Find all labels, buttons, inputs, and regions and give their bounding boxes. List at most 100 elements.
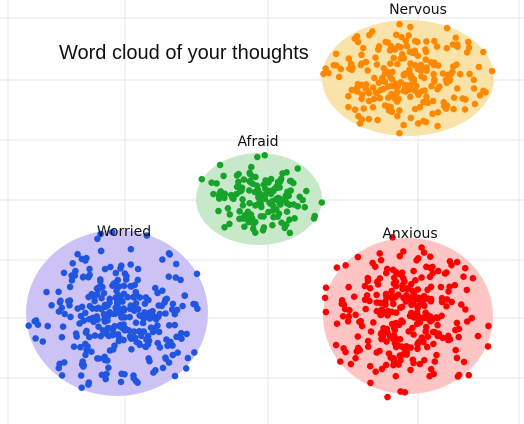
cluster-nervous-dot — [394, 83, 402, 90]
cluster-anxious-dot — [434, 314, 441, 322]
cluster-worried-dot — [152, 367, 159, 374]
cluster-anxious-dot — [392, 309, 400, 317]
cluster-nervous-dot — [394, 43, 402, 50]
cluster-afraid-dot — [239, 196, 246, 203]
cluster-anxious — [321, 234, 493, 401]
cluster-nervous-dot — [393, 94, 400, 101]
cluster-nervous-dot — [422, 46, 429, 53]
cluster-nervous-dot — [434, 109, 442, 116]
cluster-anxious-dot — [433, 351, 440, 359]
cluster-afraid-dot — [236, 215, 243, 223]
cluster-afraid-dot — [301, 203, 309, 211]
cluster-afraid-dot — [310, 215, 318, 222]
cluster-nervous-dot — [402, 37, 410, 45]
cluster-anxious-dot — [407, 280, 415, 288]
cluster-anxious-dot — [462, 306, 469, 313]
cluster-anxious-dot — [427, 318, 434, 325]
cluster-afraid-dot — [261, 152, 269, 159]
cluster-anxious-dot — [431, 358, 439, 365]
cluster-worried-dot — [178, 335, 185, 343]
cluster-anxious-dot — [392, 282, 400, 290]
cluster-afraid-dot — [229, 194, 236, 202]
cluster-worried-dot — [104, 302, 112, 309]
cluster-afraid-dot — [290, 179, 297, 187]
cluster-nervous-dot — [407, 23, 414, 31]
cluster-anxious-dot — [453, 258, 461, 266]
cluster-afraid-dot — [208, 179, 215, 186]
cluster-anxious-dot — [463, 286, 471, 294]
cluster-anxious-dot — [378, 365, 386, 373]
cluster-anxious-dot — [367, 328, 375, 335]
cluster-worried-dot — [145, 337, 153, 345]
cluster-nervous-dot — [387, 60, 394, 67]
cluster-worried-dot — [105, 364, 112, 372]
cluster-nervous-dot — [442, 105, 450, 112]
cluster-worried-dot — [105, 332, 113, 340]
cluster-label-afraid: Afraid — [237, 134, 279, 150]
cluster-nervous-dot — [396, 107, 403, 114]
cluster-worried-dot — [111, 342, 118, 350]
cluster-worried-dot — [126, 313, 133, 321]
cluster-nervous-dot — [403, 42, 411, 50]
cluster-anxious-dot — [411, 313, 418, 320]
cluster-nervous-dot — [420, 98, 428, 106]
cluster-afraid-dot — [285, 192, 292, 200]
cluster-nervous-dot — [355, 112, 362, 120]
cluster-nervous-dot — [379, 74, 386, 82]
cluster-worried-dot — [165, 322, 173, 329]
cluster-afraid-dot — [267, 190, 275, 198]
cluster-afraid-dot — [244, 208, 252, 216]
cluster-anxious-dot — [400, 248, 407, 255]
cluster-afraid-dot — [260, 213, 267, 220]
cluster-worried-dot — [88, 290, 95, 298]
cluster-worried-dot — [70, 343, 78, 351]
cluster-anxious-dot — [369, 259, 376, 267]
cluster-worried-dot — [109, 228, 116, 236]
cluster-afraid-dot — [283, 208, 291, 215]
cluster-worried-dot — [127, 282, 134, 290]
cluster-nervous-dot — [443, 44, 451, 52]
cluster-worried-dot — [78, 384, 85, 392]
cluster-anxious-dot — [352, 354, 359, 362]
cluster-anxious-dot — [396, 252, 404, 260]
cluster-anxious-dot — [409, 324, 416, 332]
cluster-anxious-dot — [410, 300, 418, 308]
cluster-afraid-dot — [283, 169, 290, 176]
cluster-anxious-dot — [392, 372, 400, 380]
cluster-worried-dot — [99, 327, 107, 334]
cluster-worried — [25, 228, 208, 396]
cluster-nervous-dot — [366, 31, 373, 39]
cluster-worried-dot — [120, 336, 127, 344]
cluster-anxious-dot — [418, 274, 425, 281]
cluster-label-nervous: Nervous — [389, 2, 447, 18]
cluster-anxious-dot — [404, 285, 411, 293]
cluster-worried-dot — [174, 349, 181, 357]
cluster-worried-dot — [159, 256, 166, 263]
cluster-worried-dot — [78, 255, 86, 263]
cluster-anxious-dot — [427, 283, 435, 291]
cluster-nervous-dot — [406, 66, 413, 74]
cluster-worried-dot — [134, 265, 142, 273]
cluster-nervous-dot — [387, 103, 395, 111]
cluster-anxious-dot — [388, 287, 396, 295]
cluster-afraid-dot — [248, 163, 255, 171]
cluster-nervous-dot — [356, 120, 364, 127]
cluster-anxious-dot — [364, 274, 372, 282]
cluster-worried-dot — [91, 297, 98, 305]
cluster-afraid-dot — [226, 211, 234, 218]
cluster-worried-dot — [169, 351, 177, 359]
cluster-afraid-dot — [224, 205, 232, 212]
cluster-afraid-dot — [221, 194, 228, 202]
cluster-anxious-dot — [356, 318, 363, 326]
cluster-afraid-dot — [233, 190, 240, 198]
cluster-worried-dot — [79, 274, 87, 281]
cluster-nervous-dot — [376, 94, 384, 102]
cluster-worried-dot — [85, 381, 92, 388]
cluster-nervous-dot — [337, 65, 345, 73]
cluster-afraid-dot — [273, 206, 280, 213]
cluster-nervous-dot — [450, 94, 458, 101]
cluster-anxious-dot — [410, 267, 417, 275]
cluster-nervous-dot — [434, 85, 441, 93]
cluster-afraid-dot — [236, 208, 243, 215]
